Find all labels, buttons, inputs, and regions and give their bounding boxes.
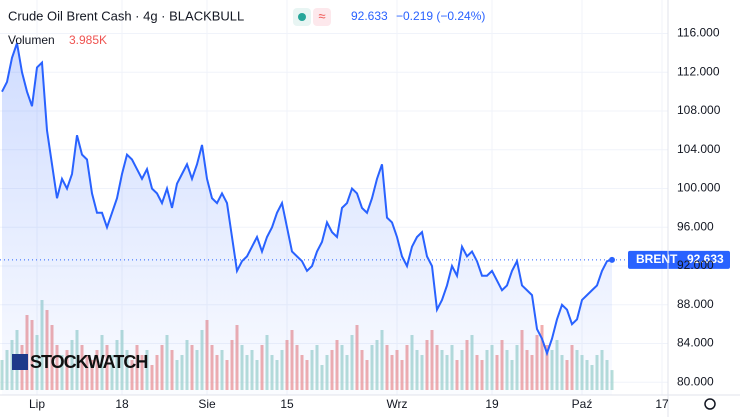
ticks: 80.000 84.000 88.000 92.000 96.000 100.000 104… [29,26,721,411]
wave-icon: ≈ [318,8,325,23]
y-tick-label: 96.000 [677,219,714,233]
x-tick-label: 19 [485,397,499,411]
price-layer: BRENT 92.633 [0,42,730,396]
logo: STOCKWATCH [30,352,147,372]
tag-name: BRENT [636,252,678,266]
x-tick-label: Wrz [386,397,407,411]
y-tick-label: 80.000 [677,374,714,388]
x-tick-label: 15 [280,397,294,411]
volume-value: 3.985K [69,33,107,47]
settings-button[interactable] [313,8,331,26]
y-tick-label: 84.000 [677,336,714,350]
area-fill [2,43,612,396]
x-tick-label: Sie [198,397,216,411]
y-tick-label: 112.000 [677,64,720,78]
y-tick-label: 88.000 [677,297,714,311]
x-tick-label: Paź [572,397,593,411]
y-tick-label: 108.000 [677,103,721,117]
price-line [1,42,613,357]
x-tick-label: Lip [29,397,45,411]
chart-title: Crude Oil Brent Cash · 4g · BLACKBULL [8,8,244,23]
y-tick-label: 92.000 [677,258,714,272]
x-tick-label: 17 [655,397,669,411]
volume-title: Volumen [8,33,55,47]
change: −0.219 (−0.24%) [396,9,485,23]
tag-price: 92.633 [687,252,724,266]
settings-gear[interactable] [704,398,716,410]
tag-bg [628,250,730,269]
x-tick-label: 18 [115,397,129,411]
y-tick-label: 104.000 [677,142,721,156]
y-tick-label: 116.000 [677,26,720,40]
eye-icon [298,13,306,21]
y-tick-label: 100.000 [677,181,721,195]
logo-icon [12,354,28,370]
price: 92.633 [351,9,388,23]
last-point [609,256,615,263]
